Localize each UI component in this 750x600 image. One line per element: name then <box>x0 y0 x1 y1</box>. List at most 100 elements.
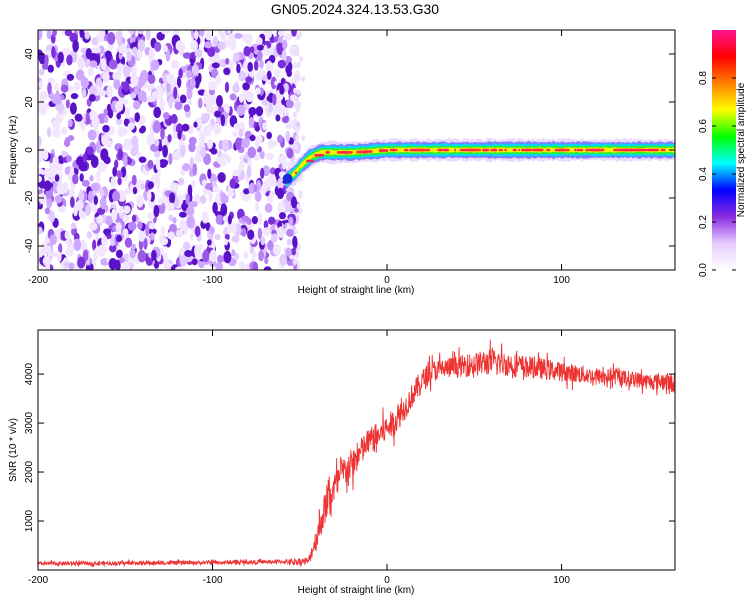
noise-blob <box>207 46 216 57</box>
noise-blob <box>90 155 99 168</box>
noise-blob <box>168 214 174 222</box>
noise-blob <box>293 87 297 94</box>
noise-blob <box>199 30 205 37</box>
noise-blob <box>277 134 283 144</box>
noise-blob <box>172 217 177 224</box>
track-core-segment <box>417 148 429 152</box>
noise-blob <box>124 106 131 119</box>
track-core-segment <box>498 148 503 152</box>
noise-blob <box>122 214 130 223</box>
noise-blob <box>204 183 212 190</box>
noise-blob <box>48 210 56 223</box>
noise-blob <box>145 30 151 41</box>
noise-blob <box>74 113 83 122</box>
track-core-segment <box>641 148 647 152</box>
noise-blob <box>284 33 293 41</box>
noise-blob <box>123 205 131 214</box>
noise-blob <box>116 170 123 178</box>
noise-blob <box>84 31 91 40</box>
noise-blob <box>218 30 224 37</box>
noise-blob <box>65 246 74 257</box>
noise-blob <box>187 184 193 197</box>
noise-blob <box>54 174 60 182</box>
noise-blob <box>138 230 146 242</box>
colorbar-tick-label: 0.6 <box>698 119 709 133</box>
noise-blob <box>123 138 132 151</box>
noise-blob <box>259 59 264 69</box>
noise-blob <box>247 146 257 158</box>
noise-blob <box>44 207 51 215</box>
noise-blob <box>201 179 207 186</box>
noise-blob <box>86 231 93 239</box>
noise-blob <box>281 116 289 124</box>
noise-blob <box>194 30 199 40</box>
noise-blob <box>126 51 132 62</box>
noise-blob <box>140 183 145 190</box>
spectrogram-x-ticks: -200 -100 0 100 <box>28 30 570 286</box>
track-core-segment <box>579 148 584 152</box>
noise-blob <box>263 266 272 270</box>
noise-blob <box>64 230 70 240</box>
noise-blob <box>73 81 81 91</box>
noise-blob <box>163 261 173 270</box>
noise-blob <box>49 234 57 246</box>
noise-blob <box>112 190 121 202</box>
snr-y-tick-label: 3000 <box>24 412 35 435</box>
noise-blob <box>245 76 253 83</box>
noise-blob <box>52 118 61 132</box>
noise-blob <box>137 250 146 263</box>
noise-blob <box>78 209 85 219</box>
noise-blob <box>208 80 217 91</box>
noise-blob <box>118 207 123 216</box>
noise-blob <box>232 169 241 177</box>
snr-x-tick-label: -100 <box>203 575 223 586</box>
noise-blob <box>122 228 129 237</box>
track-core-segment <box>339 151 342 154</box>
noise-blob <box>295 134 300 141</box>
noise-blob <box>53 94 62 106</box>
noise-blob <box>262 227 271 237</box>
noise-blob <box>211 62 220 69</box>
noise-blob <box>38 68 45 76</box>
noise-blob <box>82 179 90 187</box>
noise-blob <box>128 30 135 35</box>
noise-blob <box>279 212 286 220</box>
noise-blob <box>140 125 146 133</box>
noise-blob <box>67 119 73 128</box>
noise-blob <box>268 174 277 187</box>
noise-blob <box>261 99 269 106</box>
spectrogram-y-axis-label: Frequency (Hz) <box>8 116 19 185</box>
noise-blob <box>89 175 94 182</box>
noise-blob <box>232 52 240 62</box>
noise-blob <box>208 226 215 235</box>
noise-blob <box>132 46 138 55</box>
track-core-segment <box>294 171 298 175</box>
noise-blob <box>285 247 292 257</box>
noise-blob <box>255 106 264 117</box>
noise-blob <box>210 68 219 79</box>
noise-blob <box>137 39 146 52</box>
track-core-segment <box>560 148 570 152</box>
noise-blob <box>124 237 133 248</box>
noise-blob <box>77 256 86 269</box>
track-core-segment <box>392 148 396 152</box>
noise-blob <box>101 235 108 247</box>
noise-blob <box>52 30 57 37</box>
noise-blob <box>238 128 244 138</box>
noise-blob <box>152 91 159 99</box>
noise-blob <box>251 216 258 225</box>
noise-blob <box>194 225 201 237</box>
noise-blob <box>293 62 298 69</box>
noise-blob <box>256 37 263 46</box>
noise-blob <box>201 113 211 120</box>
noise-blob <box>173 86 178 99</box>
noise-blob <box>232 131 238 138</box>
noise-blob <box>114 159 119 169</box>
noise-blob <box>159 236 169 246</box>
noise-blob <box>102 124 110 133</box>
noise-blob <box>162 144 169 158</box>
noise-blob <box>111 208 118 222</box>
track-core-segment <box>345 151 353 154</box>
noise-blob <box>119 257 125 264</box>
noise-blob <box>117 148 124 161</box>
